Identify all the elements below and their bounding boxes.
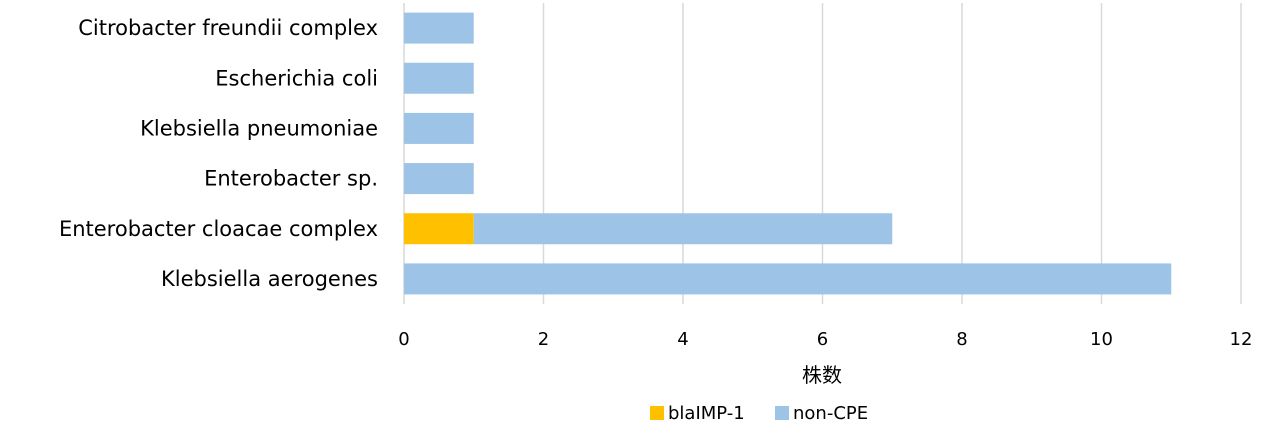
legend-label-1: non-CPE bbox=[793, 403, 868, 424]
bar-non-CPE-4 bbox=[473, 213, 893, 245]
bar-non-CPE-0 bbox=[404, 12, 474, 44]
x-tick-label: 6 bbox=[817, 329, 828, 350]
bar-non-CPE-2 bbox=[404, 112, 474, 144]
category-label: Klebsiella aerogenes bbox=[161, 267, 378, 291]
x-tick-label: 4 bbox=[677, 329, 688, 350]
legend-swatch-0 bbox=[650, 406, 664, 420]
x-axis-title: 株数 bbox=[802, 363, 842, 387]
category-label: Citrobacter freundii complex bbox=[78, 16, 378, 40]
x-tick-label: 2 bbox=[538, 329, 549, 350]
bar-non-CPE-1 bbox=[404, 62, 474, 94]
category-labels: Citrobacter freundii complex Escherichia … bbox=[59, 16, 378, 291]
bars bbox=[404, 12, 1172, 295]
legend-swatch-1 bbox=[775, 406, 789, 420]
x-tick-label: 10 bbox=[1090, 329, 1113, 350]
bar-non-CPE-5 bbox=[404, 263, 1172, 295]
bar-blaIMP-1-4 bbox=[404, 213, 474, 245]
category-label: Klebsiella pneumoniae bbox=[140, 116, 378, 140]
category-label: Enterobacter sp. bbox=[204, 167, 378, 191]
x-tick-labels: 0 2 4 6 8 10 12 bbox=[398, 329, 1252, 350]
legend: blaIMP-1 non-CPE bbox=[650, 403, 868, 424]
category-label: Enterobacter cloacae complex bbox=[59, 217, 378, 241]
legend-label-0: blaIMP-1 bbox=[668, 403, 745, 424]
category-label: Escherichia coli bbox=[215, 66, 378, 90]
x-tick-label: 8 bbox=[956, 329, 967, 350]
x-tick-label: 0 bbox=[398, 329, 409, 350]
x-tick-label: 12 bbox=[1230, 329, 1253, 350]
bar-non-CPE-3 bbox=[404, 163, 474, 195]
gridlines bbox=[403, 3, 1242, 304]
